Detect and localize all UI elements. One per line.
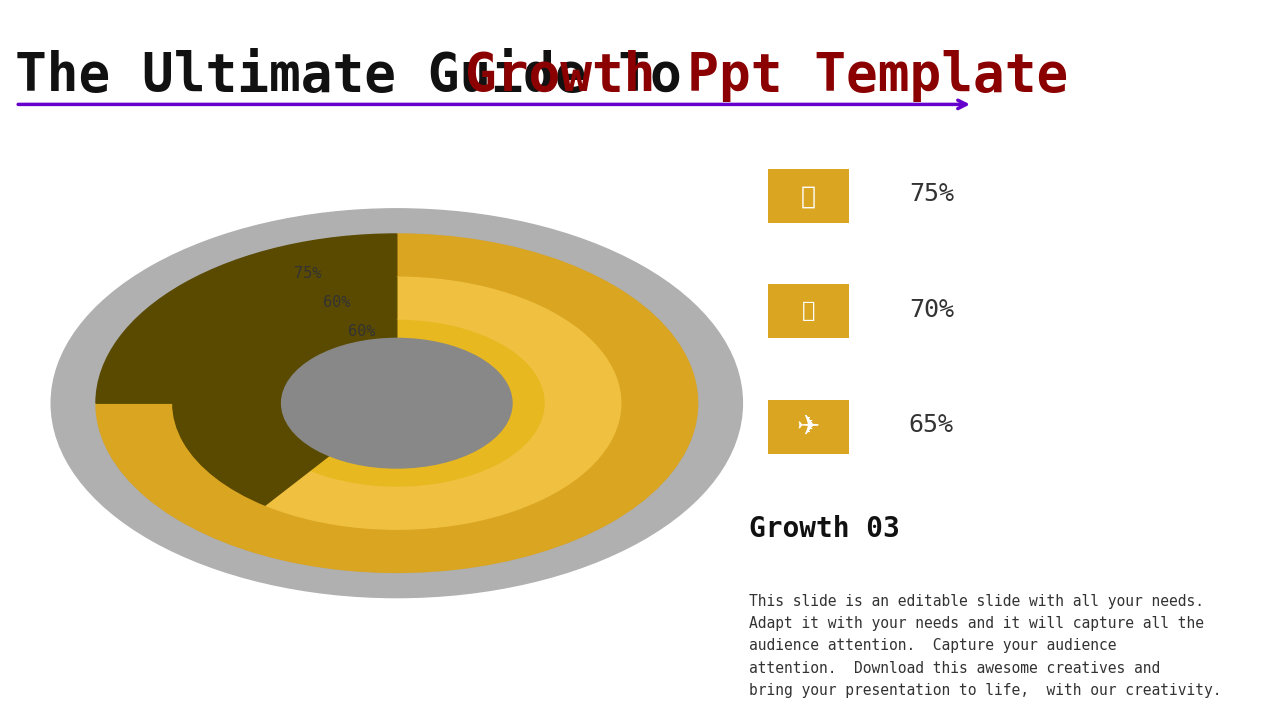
FancyBboxPatch shape xyxy=(768,284,849,338)
Wedge shape xyxy=(96,234,698,572)
Wedge shape xyxy=(173,277,397,505)
FancyBboxPatch shape xyxy=(768,169,849,223)
Wedge shape xyxy=(96,234,397,403)
Wedge shape xyxy=(96,234,698,572)
Circle shape xyxy=(51,209,742,598)
Text: 🚢: 🚢 xyxy=(801,302,815,321)
Wedge shape xyxy=(310,320,544,486)
Text: 75%: 75% xyxy=(294,266,321,281)
Text: 60%: 60% xyxy=(323,295,349,310)
Text: 70%: 70% xyxy=(909,297,954,322)
Wedge shape xyxy=(265,277,621,529)
Text: This slide is an editable slide with all your needs.
Adapt it with your needs an: This slide is an editable slide with all… xyxy=(749,594,1221,698)
Circle shape xyxy=(282,338,512,468)
Text: ✈: ✈ xyxy=(796,413,820,441)
Text: Growth Ppt Template: Growth Ppt Template xyxy=(465,50,1068,102)
Text: 60%: 60% xyxy=(348,324,375,338)
Text: 75%: 75% xyxy=(909,182,954,207)
Wedge shape xyxy=(173,277,621,529)
FancyBboxPatch shape xyxy=(768,400,849,454)
Text: ⛴: ⛴ xyxy=(801,184,815,208)
Wedge shape xyxy=(250,320,544,486)
Text: The Ultimate Guide To: The Ultimate Guide To xyxy=(15,50,714,102)
Wedge shape xyxy=(250,320,397,470)
Text: 65%: 65% xyxy=(909,413,954,437)
Text: Growth 03: Growth 03 xyxy=(749,515,900,543)
